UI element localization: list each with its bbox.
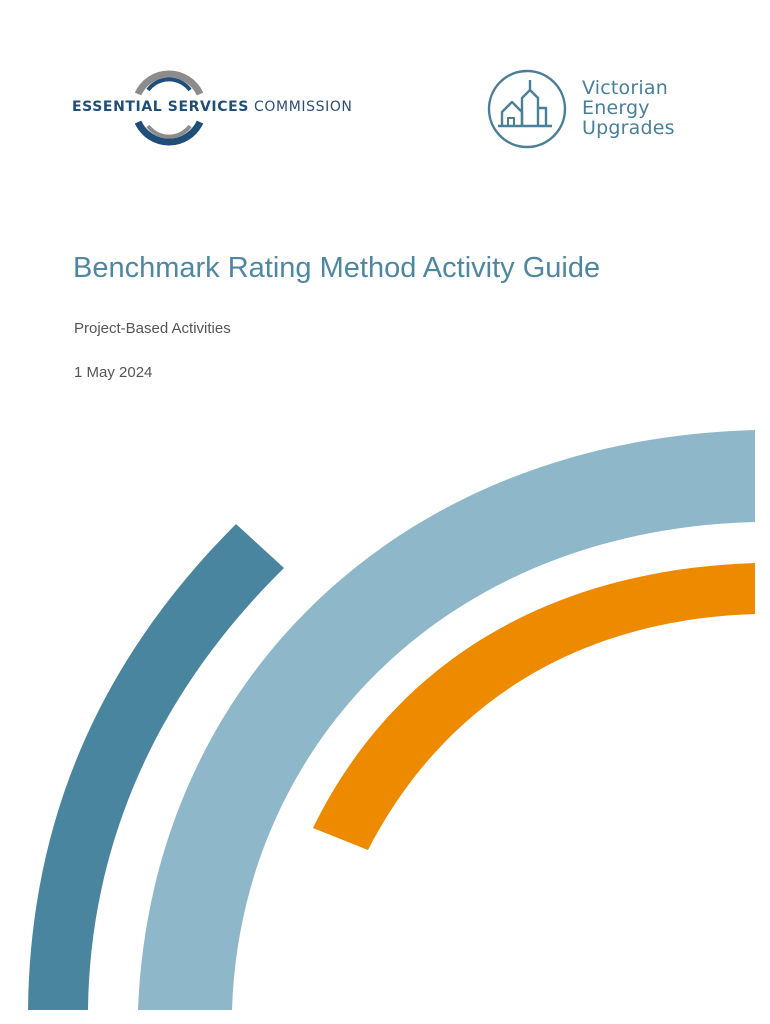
esc-wordmark: ESSENTIAL SERVICES COMMISSION (72, 99, 353, 115)
esc-logo: ESSENTIAL SERVICES COMMISSION (70, 66, 360, 150)
light-blue-arc (138, 430, 755, 1010)
veu-wordmark-line1: Victorian (582, 77, 668, 99)
veu-logo: Victorian Energy Upgrades (486, 68, 706, 152)
document-subtitle: Project-Based Activities (74, 320, 231, 337)
orange-arc (313, 563, 755, 850)
document-title: Benchmark Rating Method Activity Guide (73, 252, 601, 284)
veu-wordmark: Victorian Energy Upgrades (582, 78, 675, 138)
veu-wordmark-line3: Upgrades (582, 117, 675, 139)
veu-wordmark-line2: Energy (582, 97, 650, 119)
house-city-icon (487, 69, 567, 149)
document-date: 1 May 2024 (74, 364, 153, 381)
esc-ring-icon (134, 70, 204, 146)
esc-wordmark-light: COMMISSION (254, 99, 353, 115)
esc-wordmark-bold: ESSENTIAL SERVICES (72, 99, 249, 115)
dark-teal-arc (28, 524, 284, 1010)
